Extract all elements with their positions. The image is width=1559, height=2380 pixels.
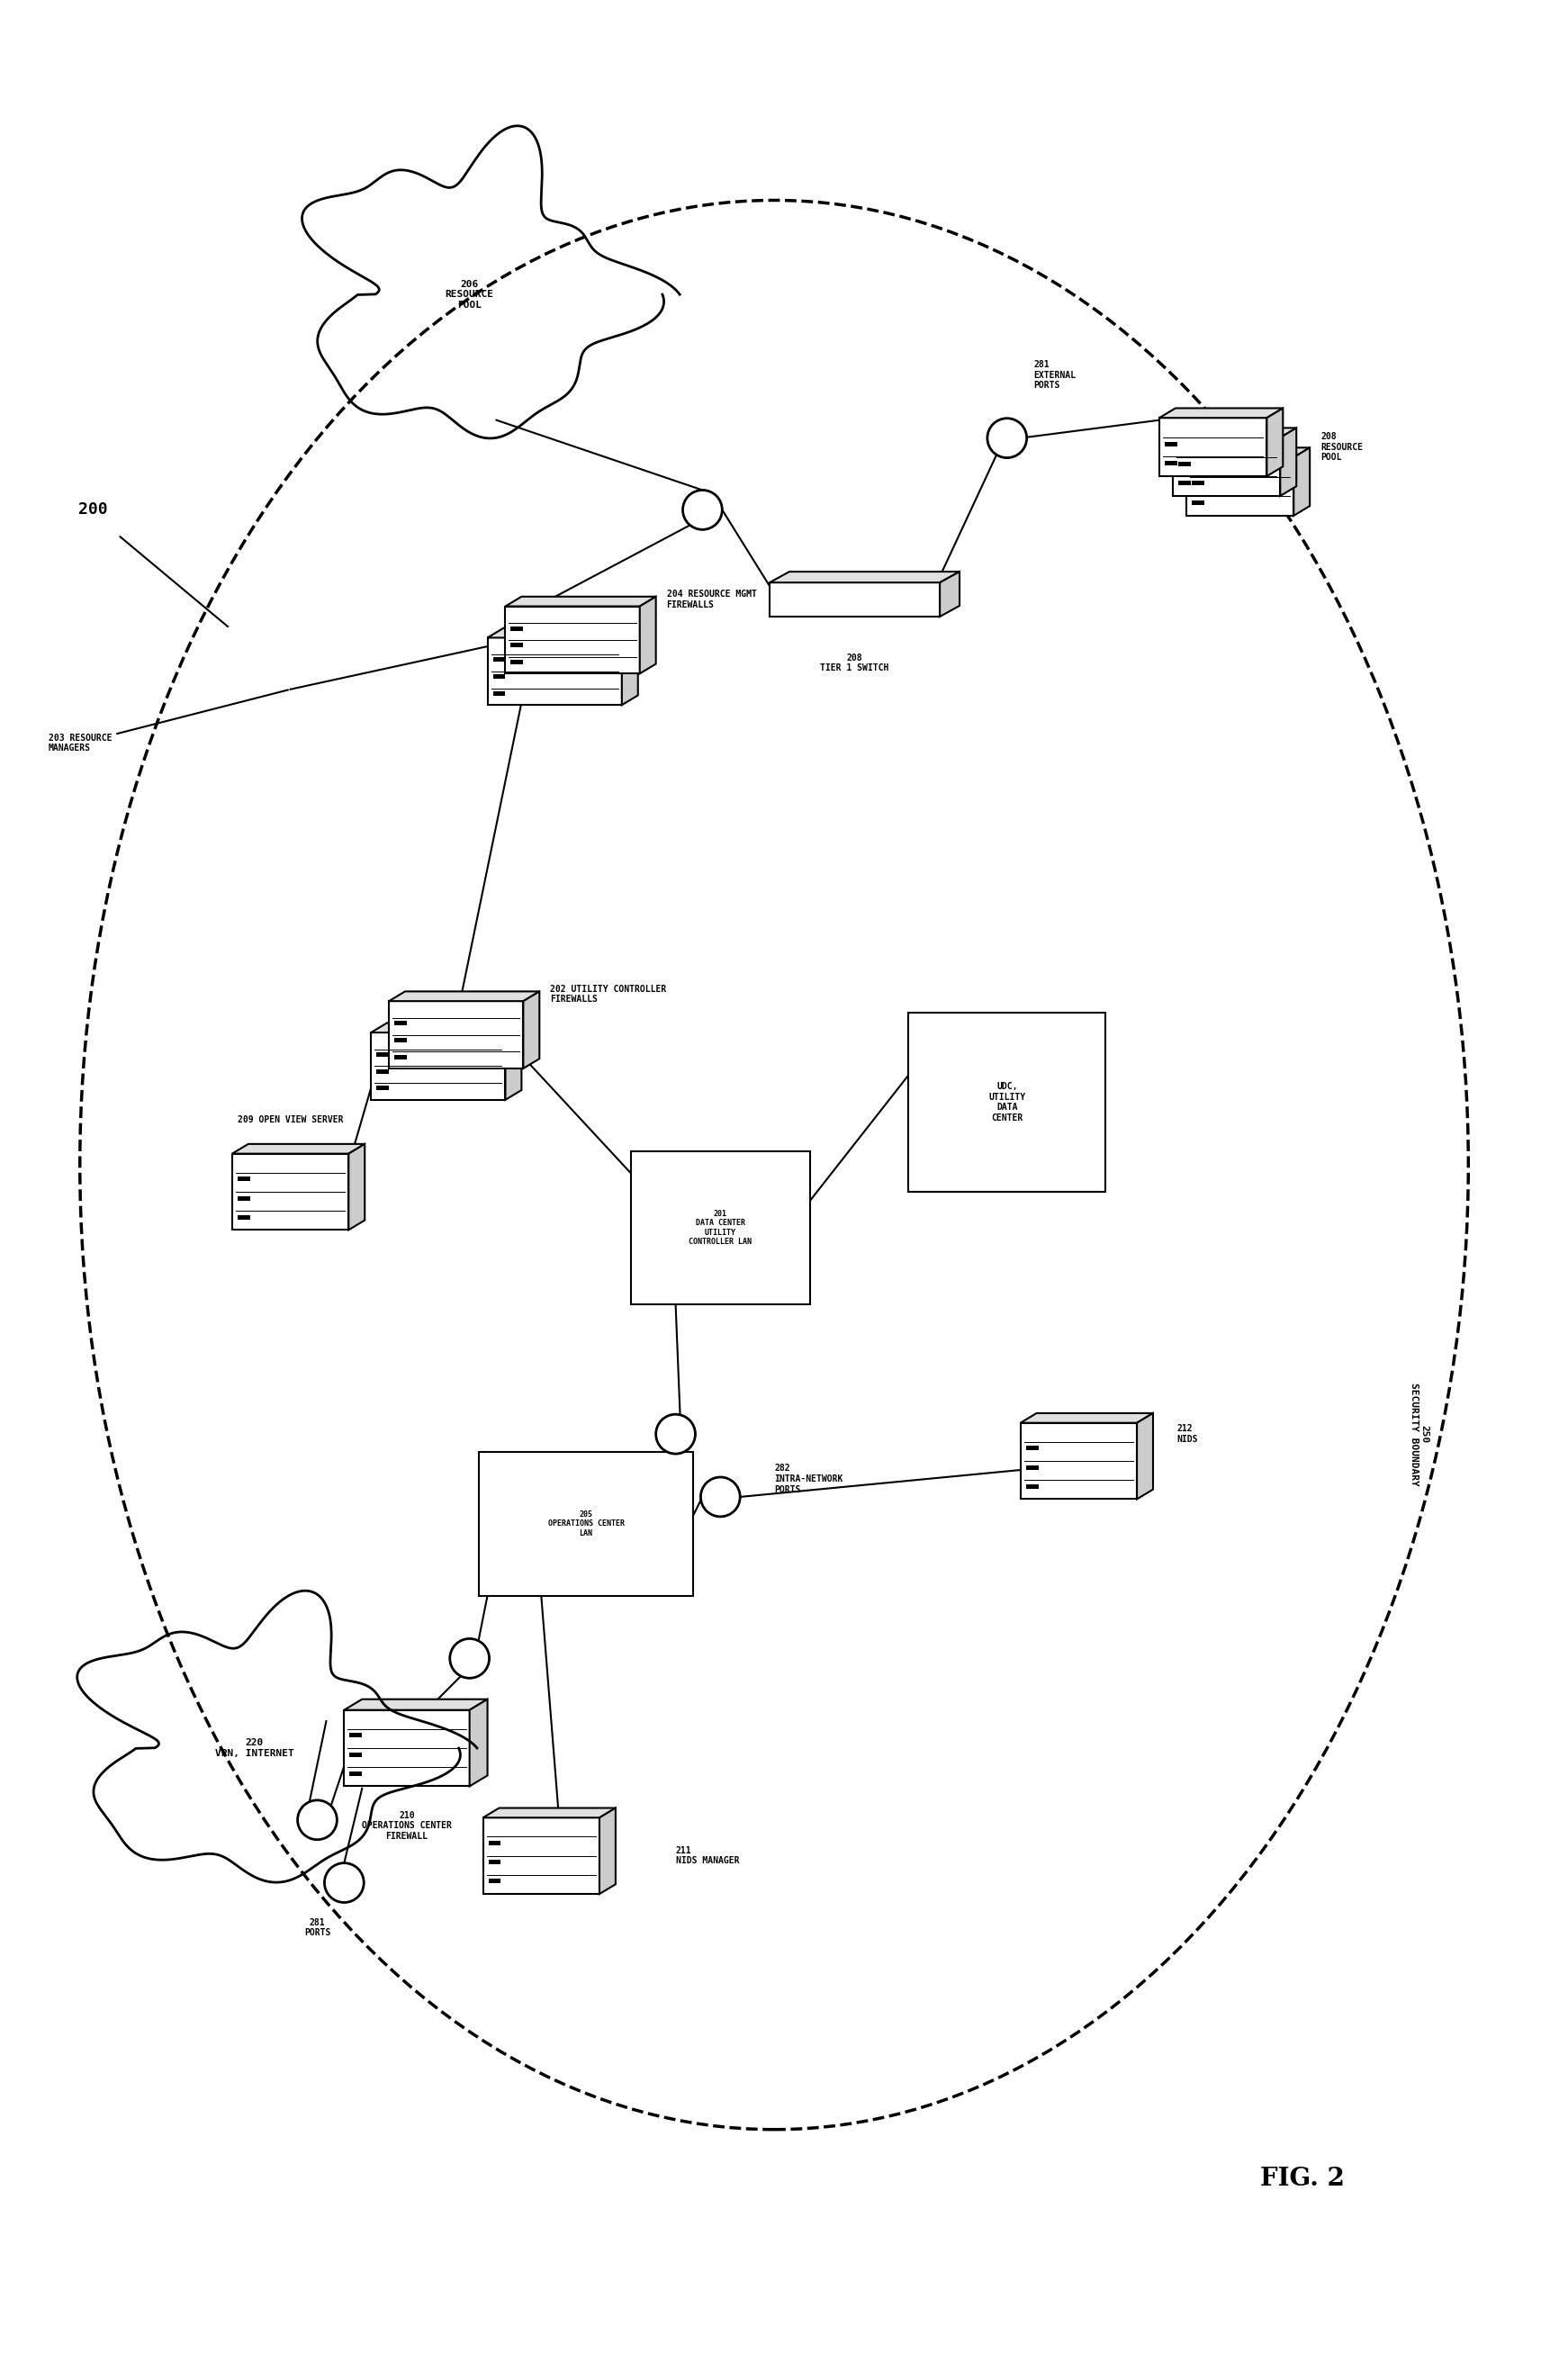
Bar — [376, 1052, 388, 1057]
Bar — [1186, 457, 1294, 516]
Bar — [394, 1021, 407, 1026]
Polygon shape — [505, 597, 656, 607]
Bar — [1165, 443, 1177, 445]
Circle shape — [656, 1414, 695, 1454]
Text: 220
VPN, INTERNET: 220 VPN, INTERNET — [215, 1737, 295, 1759]
Bar — [909, 1012, 1105, 1192]
Circle shape — [298, 1799, 337, 1840]
Bar — [511, 643, 524, 647]
Polygon shape — [388, 992, 539, 1002]
Text: 206
RESOURCE
POOL: 206 RESOURCE POOL — [446, 278, 494, 309]
Bar — [345, 1709, 469, 1787]
Bar — [493, 657, 505, 662]
Bar — [1026, 1466, 1038, 1468]
Text: 203 RESOURCE
MANAGERS: 203 RESOURCE MANAGERS — [48, 690, 288, 752]
Bar — [631, 1152, 811, 1304]
Bar — [488, 638, 622, 704]
Bar — [371, 1033, 505, 1100]
Text: 204 RESOURCE MGMT
FIREWALLS: 204 RESOURCE MGMT FIREWALLS — [667, 590, 756, 609]
Text: 212
NIDS: 212 NIDS — [1177, 1423, 1199, 1445]
Text: 282
INTRA-NETWORK
PORTS: 282 INTRA-NETWORK PORTS — [775, 1464, 843, 1495]
Polygon shape — [505, 1023, 522, 1100]
Bar — [770, 583, 940, 616]
Bar — [1191, 481, 1204, 486]
Bar — [488, 1880, 500, 1883]
Circle shape — [683, 490, 722, 531]
Polygon shape — [940, 571, 959, 616]
Polygon shape — [1267, 409, 1283, 476]
Bar — [493, 690, 505, 695]
Polygon shape — [349, 1145, 365, 1230]
Bar — [1026, 1485, 1038, 1490]
Bar — [376, 1085, 388, 1090]
Text: 208
TIER 1 SWITCH: 208 TIER 1 SWITCH — [820, 654, 889, 674]
Polygon shape — [1172, 428, 1297, 438]
Bar — [511, 659, 524, 664]
Bar — [376, 1069, 388, 1073]
Text: 281
PORTS: 281 PORTS — [304, 1918, 331, 1937]
Polygon shape — [524, 992, 539, 1069]
Text: 211
NIDS MANAGER: 211 NIDS MANAGER — [675, 1847, 739, 1866]
Bar — [511, 626, 524, 631]
Text: 205
OPERATIONS CENTER
LAN: 205 OPERATIONS CENTER LAN — [547, 1511, 624, 1537]
Bar — [388, 1002, 524, 1069]
Bar — [232, 1154, 349, 1230]
Bar — [1172, 438, 1280, 495]
Bar — [394, 1054, 407, 1059]
Text: UDC,
UTILITY
DATA
CENTER: UDC, UTILITY DATA CENTER — [988, 1083, 1026, 1123]
Polygon shape — [488, 628, 638, 638]
Bar — [237, 1176, 249, 1180]
Polygon shape — [483, 1809, 616, 1818]
Text: 281
EXTERNAL
PORTS: 281 EXTERNAL PORTS — [1034, 359, 1076, 390]
Bar — [349, 1752, 362, 1756]
Bar — [349, 1771, 362, 1775]
Polygon shape — [1021, 1414, 1154, 1423]
Bar — [394, 1038, 407, 1042]
Bar — [237, 1195, 249, 1200]
Bar — [1165, 462, 1177, 466]
Polygon shape — [1160, 409, 1283, 419]
Circle shape — [987, 419, 1027, 457]
Polygon shape — [639, 597, 656, 674]
Bar — [1179, 462, 1191, 466]
Bar — [1021, 1423, 1137, 1499]
Polygon shape — [600, 1809, 616, 1894]
Bar — [349, 1733, 362, 1737]
Bar — [505, 607, 639, 674]
Polygon shape — [770, 571, 959, 583]
Polygon shape — [232, 1145, 365, 1154]
Circle shape — [324, 1864, 363, 1902]
Bar — [483, 1818, 600, 1894]
Circle shape — [451, 1640, 490, 1678]
Text: 250
SECURITY BOUNDARY: 250 SECURITY BOUNDARY — [1409, 1383, 1428, 1485]
Text: FIG. 2: FIG. 2 — [1260, 2166, 1345, 2192]
Bar — [237, 1216, 249, 1219]
Bar — [479, 1452, 694, 1595]
Polygon shape — [345, 1699, 488, 1709]
Text: 210
OPERATIONS CENTER
FIREWALL: 210 OPERATIONS CENTER FIREWALL — [362, 1811, 452, 1840]
Bar — [1179, 481, 1191, 486]
Text: 208
RESOURCE
POOL: 208 RESOURCE POOL — [1320, 433, 1363, 462]
Bar — [488, 1859, 500, 1864]
Text: 201
DATA CENTER
UTILITY
CONTROLLER LAN: 201 DATA CENTER UTILITY CONTROLLER LAN — [689, 1209, 751, 1245]
Text: 209 OPEN VIEW SERVER: 209 OPEN VIEW SERVER — [237, 1116, 343, 1123]
Polygon shape — [371, 1023, 522, 1033]
Polygon shape — [1294, 447, 1310, 516]
Polygon shape — [469, 1699, 488, 1787]
Bar — [493, 674, 505, 678]
Bar — [1160, 419, 1267, 476]
Bar — [488, 1840, 500, 1844]
Polygon shape — [622, 628, 638, 704]
Polygon shape — [1137, 1414, 1154, 1499]
Text: 202 UTILITY CONTROLLER
FIREWALLS: 202 UTILITY CONTROLLER FIREWALLS — [550, 985, 667, 1004]
Text: 200: 200 — [78, 502, 108, 519]
Circle shape — [700, 1478, 741, 1516]
Polygon shape — [1280, 428, 1297, 495]
Polygon shape — [1186, 447, 1310, 457]
Bar — [1191, 500, 1204, 505]
Bar — [1026, 1447, 1038, 1449]
